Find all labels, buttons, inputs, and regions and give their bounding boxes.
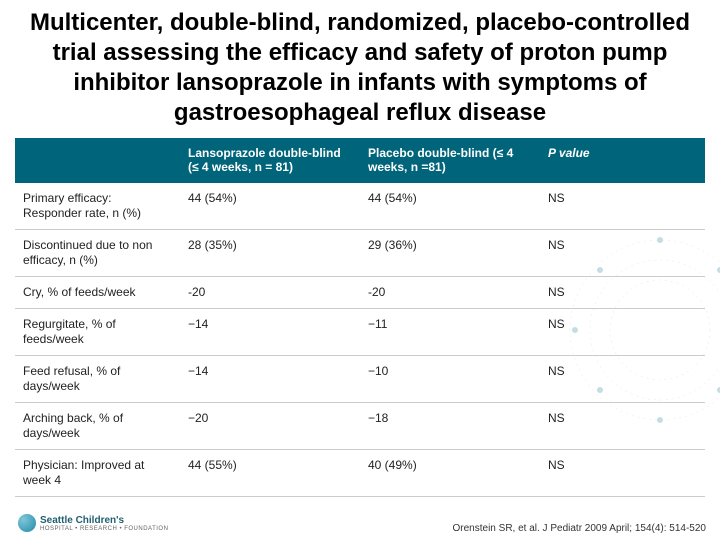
cell: −14 bbox=[180, 308, 360, 355]
row-label: Physician: Improved at week 4 bbox=[15, 449, 180, 496]
cell: NS bbox=[540, 449, 705, 496]
table-row: Cry, % of feeds/week -20 -20 NS bbox=[15, 276, 705, 308]
cell: 40 (49%) bbox=[360, 449, 540, 496]
cell: −18 bbox=[360, 402, 540, 449]
cell: 44 (55%) bbox=[180, 449, 360, 496]
logo-text: Seattle Children's bbox=[40, 515, 168, 526]
cell: -20 bbox=[360, 276, 540, 308]
cell: −11 bbox=[360, 308, 540, 355]
cell: NS bbox=[540, 402, 705, 449]
slide-title: Multicenter, double-blind, randomized, p… bbox=[0, 0, 720, 138]
cell: NS bbox=[540, 183, 705, 230]
table-body: Primary efficacy: Responder rate, n (%) … bbox=[15, 183, 705, 497]
row-label: Arching back, % of days/week bbox=[15, 402, 180, 449]
col-header-placebo: Placebo double-blind (≤ 4 weeks, n =81) bbox=[360, 138, 540, 183]
logo-subtext: HOSPITAL • RESEARCH • FOUNDATION bbox=[40, 526, 168, 532]
logo: Seattle Children's HOSPITAL • RESEARCH •… bbox=[18, 514, 168, 532]
logo-icon bbox=[18, 514, 36, 532]
cell: 29 (36%) bbox=[360, 229, 540, 276]
table-row: Feed refusal, % of days/week −14 −10 NS bbox=[15, 355, 705, 402]
table-row: Regurgitate, % of feeds/week −14 −11 NS bbox=[15, 308, 705, 355]
cell: 44 (54%) bbox=[180, 183, 360, 230]
cell: 44 (54%) bbox=[360, 183, 540, 230]
col-header-pvalue: P value bbox=[540, 138, 705, 183]
cell: −20 bbox=[180, 402, 360, 449]
row-label: Discontinued due to non efficacy, n (%) bbox=[15, 229, 180, 276]
results-table: Lansoprazole double-blind (≤ 4 weeks, n … bbox=[15, 138, 705, 497]
col-header-lansoprazole: Lansoprazole double-blind (≤ 4 weeks, n … bbox=[180, 138, 360, 183]
table-row: Discontinued due to non efficacy, n (%) … bbox=[15, 229, 705, 276]
cell: NS bbox=[540, 276, 705, 308]
cell: -20 bbox=[180, 276, 360, 308]
citation: Orenstein SR, et al. J Pediatr 2009 Apri… bbox=[453, 523, 706, 534]
cell: 28 (35%) bbox=[180, 229, 360, 276]
table-row: Primary efficacy: Responder rate, n (%) … bbox=[15, 183, 705, 230]
table-header-row: Lansoprazole double-blind (≤ 4 weeks, n … bbox=[15, 138, 705, 183]
cell: NS bbox=[540, 308, 705, 355]
table-row: Physician: Improved at week 4 44 (55%) 4… bbox=[15, 449, 705, 496]
row-label: Cry, % of feeds/week bbox=[15, 276, 180, 308]
cell: NS bbox=[540, 355, 705, 402]
row-label: Regurgitate, % of feeds/week bbox=[15, 308, 180, 355]
cell: NS bbox=[540, 229, 705, 276]
row-label: Feed refusal, % of days/week bbox=[15, 355, 180, 402]
col-header-blank bbox=[15, 138, 180, 183]
cell: −14 bbox=[180, 355, 360, 402]
cell: −10 bbox=[360, 355, 540, 402]
table-row: Arching back, % of days/week −20 −18 NS bbox=[15, 402, 705, 449]
row-label: Primary efficacy: Responder rate, n (%) bbox=[15, 183, 180, 230]
